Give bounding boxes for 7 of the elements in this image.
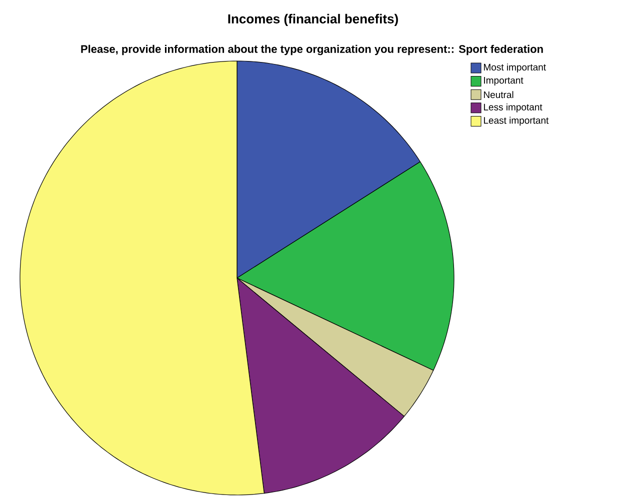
legend-label: Important — [484, 77, 524, 86]
chart-subtitle: Please, provide information about the type organization you represent:: Sport federation — [81, 44, 543, 56]
legend-label: Less impotant — [484, 103, 542, 112]
legend-label: Least important — [484, 116, 549, 126]
legend-label: Most important — [484, 64, 546, 72]
legend-label: Neutral — [484, 91, 514, 98]
chart-title: Incomes (financial benefits) — [228, 14, 398, 26]
